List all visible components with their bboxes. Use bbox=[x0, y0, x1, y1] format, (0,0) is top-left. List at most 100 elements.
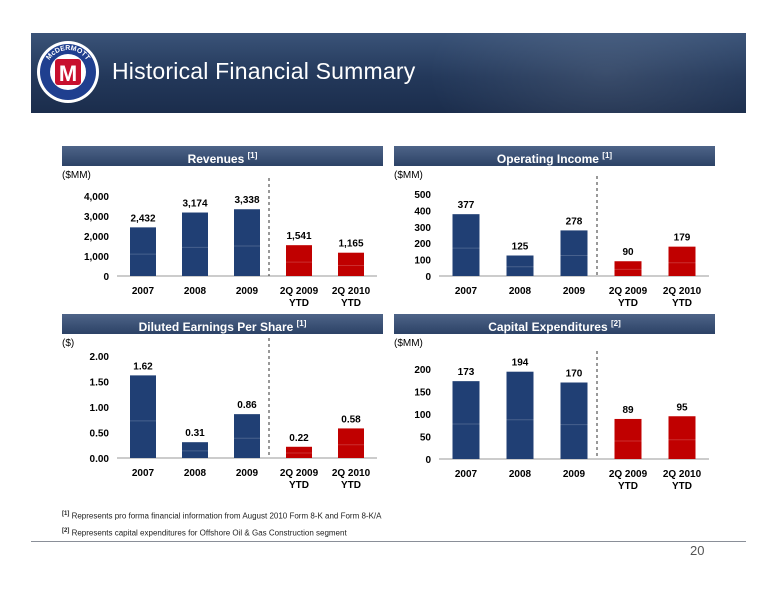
unit-label: ($MM) bbox=[62, 170, 91, 181]
chart-title-bar: Operating Income [1] bbox=[394, 146, 715, 166]
bar bbox=[182, 442, 208, 458]
page-number: 20 bbox=[690, 543, 705, 558]
data-label: 89 bbox=[622, 405, 634, 416]
y-tick-label: 2,000 bbox=[84, 232, 109, 243]
y-tick-label: 1.50 bbox=[90, 378, 110, 389]
x-tick-label: 2Q 2009 bbox=[609, 469, 648, 480]
y-tick-label: 0 bbox=[425, 272, 431, 283]
x-tick-label: 2Q 2010 bbox=[332, 468, 371, 479]
x-tick-label: 2007 bbox=[132, 468, 155, 479]
y-tick-label: 200 bbox=[414, 365, 431, 376]
data-label: 0.86 bbox=[237, 400, 257, 411]
x-tick-label: 2009 bbox=[236, 286, 259, 297]
x-tick-label: 2007 bbox=[455, 469, 478, 480]
x-tick-label: YTD bbox=[289, 298, 309, 306]
bar bbox=[614, 418, 642, 459]
y-tick-label: 500 bbox=[414, 190, 431, 201]
x-tick-label: 2Q 2010 bbox=[332, 286, 371, 297]
unit-label: ($MM) bbox=[394, 170, 423, 181]
chart-title-bar: Revenues [1] bbox=[62, 146, 383, 166]
bar bbox=[560, 230, 588, 276]
y-tick-label: 0.00 bbox=[90, 454, 110, 465]
x-tick-label: 2008 bbox=[509, 286, 532, 297]
x-tick-label: 2009 bbox=[563, 469, 586, 480]
data-label: 194 bbox=[512, 358, 529, 369]
x-tick-label: 2007 bbox=[455, 286, 478, 297]
x-tick-label: YTD bbox=[618, 298, 638, 306]
revenues-chart: ($MM) 0 1,000 2,000 3,000 4,000 2,432 2007 3,174… bbox=[62, 170, 377, 306]
x-tick-label: YTD bbox=[341, 480, 361, 491]
data-label: 95 bbox=[676, 402, 688, 413]
capex-chart-panel: Capital Expenditures [2] ($MM) 0 50 100 150 2… bbox=[394, 314, 715, 492]
data-label: 90 bbox=[622, 247, 634, 258]
footnote-2: [2] Represents capital expenditures for … bbox=[62, 527, 347, 538]
x-tick-label: 2008 bbox=[184, 286, 207, 297]
bar bbox=[668, 416, 696, 459]
footnote-1: [1] Represents pro forma financial infor… bbox=[62, 511, 382, 521]
bar bbox=[614, 261, 642, 276]
y-tick-label: 50 bbox=[420, 433, 432, 444]
data-label: 1,165 bbox=[338, 239, 363, 250]
data-label: 173 bbox=[458, 367, 475, 378]
operating-income-chart-panel: Operating Income [1] ($MM) 0 100 200 300 400 5… bbox=[394, 146, 715, 306]
bar bbox=[452, 214, 480, 276]
data-label: 2,432 bbox=[130, 213, 155, 224]
eps-chart-panel: Diluted Earnings Per Share [1] ($) 0.00 0.… bbox=[62, 314, 383, 491]
x-tick-label: YTD bbox=[618, 481, 638, 492]
data-label: 170 bbox=[566, 369, 583, 380]
x-tick-label: 2009 bbox=[563, 286, 586, 297]
x-tick-label: 2009 bbox=[236, 468, 259, 479]
y-tick-label: 4,000 bbox=[84, 192, 109, 203]
bar bbox=[286, 446, 312, 458]
y-tick-label: 0 bbox=[425, 455, 431, 466]
data-label: 1,541 bbox=[286, 231, 311, 242]
x-tick-label: YTD bbox=[341, 298, 361, 306]
operating-income-chart: ($MM) 0 100 200 300 400 500 377 2007 125 2008 278 20… bbox=[394, 170, 709, 306]
bar bbox=[182, 212, 208, 276]
bar bbox=[506, 255, 534, 276]
data-label: 0.31 bbox=[185, 428, 205, 439]
slide-title: Historical Financial Summary bbox=[112, 58, 416, 84]
bar bbox=[130, 227, 156, 276]
bar bbox=[560, 382, 588, 459]
x-tick-label: 2Q 2009 bbox=[280, 468, 319, 479]
data-label: 377 bbox=[458, 200, 475, 211]
x-tick-label: 2008 bbox=[509, 469, 532, 480]
y-tick-label: 3,000 bbox=[84, 212, 109, 223]
footer-rule bbox=[31, 541, 746, 542]
capex-chart: ($MM) 0 50 100 150 200 173 2007 194 2008 170 2009 89… bbox=[394, 338, 709, 492]
x-tick-label: 2Q 2009 bbox=[609, 286, 648, 297]
x-tick-label: 2007 bbox=[132, 286, 155, 297]
y-tick-label: 100 bbox=[414, 256, 431, 267]
data-label: 179 bbox=[674, 233, 691, 244]
x-tick-label: 2008 bbox=[184, 468, 207, 479]
y-tick-label: 200 bbox=[414, 239, 431, 250]
footnotes: [1] Represents pro forma financial infor… bbox=[62, 507, 382, 540]
bar bbox=[130, 375, 156, 458]
y-tick-label: 1,000 bbox=[84, 252, 109, 263]
chart-title-bar: Capital Expenditures [2] bbox=[394, 314, 715, 334]
chart-title-bar: Diluted Earnings Per Share [1] bbox=[62, 314, 383, 334]
x-tick-label: YTD bbox=[289, 480, 309, 491]
x-tick-label: 2Q 2010 bbox=[663, 286, 702, 297]
y-tick-label: 150 bbox=[414, 388, 431, 399]
data-label: 3,174 bbox=[182, 199, 207, 210]
unit-label: ($) bbox=[62, 338, 74, 349]
bar bbox=[234, 209, 260, 276]
y-tick-label: 0.50 bbox=[90, 429, 110, 440]
data-label: 125 bbox=[512, 242, 529, 253]
revenues-chart-panel: Revenues [1] ($MM) 0 1,000 2,000 3,000 4,000 2… bbox=[62, 146, 383, 306]
y-tick-label: 0 bbox=[103, 272, 109, 283]
bar bbox=[338, 252, 364, 276]
x-tick-label: YTD bbox=[672, 298, 692, 306]
data-label: 3,338 bbox=[234, 195, 259, 206]
bar bbox=[668, 246, 696, 276]
y-tick-label: 400 bbox=[414, 206, 431, 217]
bar bbox=[452, 381, 480, 459]
eps-chart: ($) 0.00 0.50 1.00 1.50 2.00 1.62 2007 0.31 2008 0… bbox=[62, 338, 377, 491]
y-tick-label: 300 bbox=[414, 223, 431, 234]
unit-label: ($MM) bbox=[394, 338, 423, 349]
bar bbox=[506, 371, 534, 459]
title-banner bbox=[31, 33, 746, 113]
x-tick-label: YTD bbox=[672, 481, 692, 492]
